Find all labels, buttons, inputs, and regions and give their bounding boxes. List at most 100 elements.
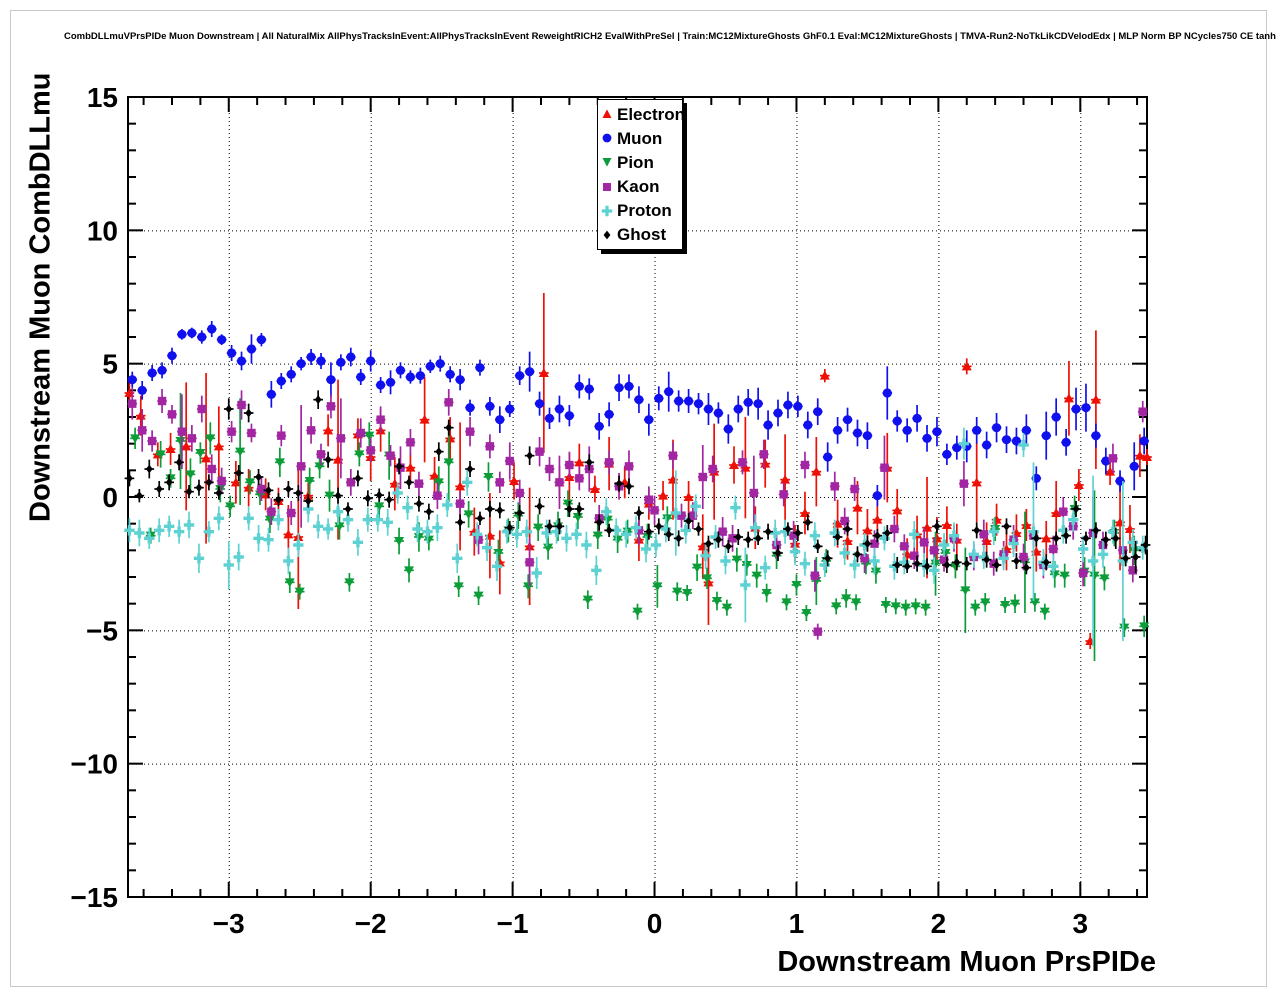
- kaon-marker: [455, 499, 465, 508]
- series-ghost: [124, 390, 1151, 575]
- y-tick-label: −10: [71, 749, 119, 780]
- pion-marker: [225, 502, 236, 512]
- proton-marker: [432, 522, 443, 533]
- pion-legend-marker-icon: [602, 158, 612, 167]
- y-tick-label: 10: [87, 215, 118, 246]
- legend: Electron Muon Pion Kaon Proton Ghost: [597, 99, 686, 250]
- ghost-marker: [615, 479, 623, 489]
- pion-marker: [453, 582, 464, 592]
- proton-marker: [412, 523, 423, 535]
- proton-marker: [541, 527, 552, 539]
- muon-marker: [1041, 431, 1051, 441]
- pion-marker: [1129, 546, 1140, 556]
- proton-marker: [213, 513, 225, 524]
- kaon-marker: [604, 458, 614, 467]
- kaon-legend-marker: [603, 182, 611, 191]
- muon-marker: [733, 404, 743, 414]
- proton-marker: [690, 501, 701, 512]
- proton-marker: [829, 527, 840, 539]
- kaon-marker: [505, 456, 514, 466]
- proton-marker: [1077, 543, 1089, 555]
- proton-marker: [163, 521, 175, 532]
- pion-marker: [831, 602, 842, 612]
- pion-marker: [1039, 607, 1050, 617]
- electron-marker: [429, 470, 440, 480]
- ghost-marker: [645, 527, 653, 537]
- legend-label: Ghost: [617, 225, 667, 245]
- muon-marker: [882, 388, 892, 398]
- series-muon: [127, 321, 1149, 507]
- electron-marker: [819, 370, 830, 380]
- muon-marker: [664, 387, 674, 397]
- muon-marker: [495, 415, 505, 425]
- ghost-marker: [496, 505, 504, 515]
- series-electron: [124, 293, 1152, 649]
- muon-marker: [813, 407, 823, 417]
- ghost-marker: [556, 521, 563, 531]
- muon-marker: [236, 356, 247, 366]
- kaon-marker: [485, 442, 495, 451]
- electron-marker: [862, 525, 873, 535]
- legend-item-kaon: Kaon: [600, 175, 682, 199]
- proton-marker: [750, 522, 761, 533]
- kaon-marker: [1059, 507, 1068, 516]
- ghost-marker: [1122, 553, 1130, 563]
- kaon-marker: [187, 434, 197, 443]
- ghost-marker: [536, 501, 543, 511]
- legend-label: Kaon: [617, 177, 660, 197]
- legend-label: Electron: [617, 104, 686, 124]
- pion-marker: [1119, 623, 1130, 633]
- kaon-marker: [910, 551, 919, 560]
- kaon-marker: [929, 546, 939, 555]
- muon-marker: [584, 384, 594, 394]
- y-tick-label: 0: [102, 482, 118, 513]
- electron-marker: [1021, 520, 1032, 529]
- pion-marker: [195, 449, 206, 458]
- ghost-marker: [456, 517, 464, 527]
- muon-marker: [783, 400, 793, 410]
- proton-marker: [899, 557, 910, 568]
- muon-marker: [1061, 437, 1071, 447]
- muon-marker: [356, 372, 366, 382]
- muon-marker: [157, 365, 167, 375]
- ghost-marker: [903, 561, 911, 571]
- muon-marker: [366, 356, 376, 366]
- muon-marker: [217, 335, 227, 345]
- kaon-marker: [749, 488, 759, 498]
- proton-marker: [233, 551, 244, 563]
- kaon-marker: [738, 458, 747, 467]
- muon-marker: [1081, 403, 1091, 413]
- y-tick-label: −5: [86, 615, 118, 646]
- kaon-marker: [515, 488, 524, 498]
- ghost-marker: [744, 535, 752, 545]
- kaon-marker: [465, 427, 475, 436]
- electron-marker: [574, 457, 585, 467]
- ghost-marker: [526, 451, 534, 461]
- pion-marker: [741, 561, 752, 570]
- muon-marker: [525, 367, 535, 377]
- muon-marker: [385, 377, 396, 387]
- ghost-marker: [1013, 556, 1020, 566]
- ghost-marker: [695, 524, 702, 534]
- muon-marker: [475, 363, 485, 373]
- ghost-marker: [265, 485, 272, 495]
- muon-marker: [137, 385, 147, 395]
- ghost-marker: [1112, 533, 1120, 543]
- pion-marker: [443, 458, 454, 468]
- electron-marker: [872, 514, 883, 524]
- proton-legend-marker-icon: [601, 205, 613, 216]
- proton-marker: [879, 533, 890, 544]
- electron-marker: [1041, 533, 1052, 543]
- kaon-marker: [267, 507, 276, 516]
- kaon-marker: [813, 627, 822, 636]
- proton-marker: [1028, 526, 1039, 537]
- ghost-marker: [1042, 557, 1050, 567]
- kaon-marker: [433, 491, 442, 500]
- muon-marker: [564, 411, 574, 421]
- muon-marker: [485, 401, 495, 411]
- kaon-marker: [900, 542, 909, 551]
- ghost-marker: [953, 557, 961, 567]
- proton-marker: [769, 527, 781, 539]
- muon-marker: [147, 368, 157, 378]
- muon-marker: [833, 425, 843, 435]
